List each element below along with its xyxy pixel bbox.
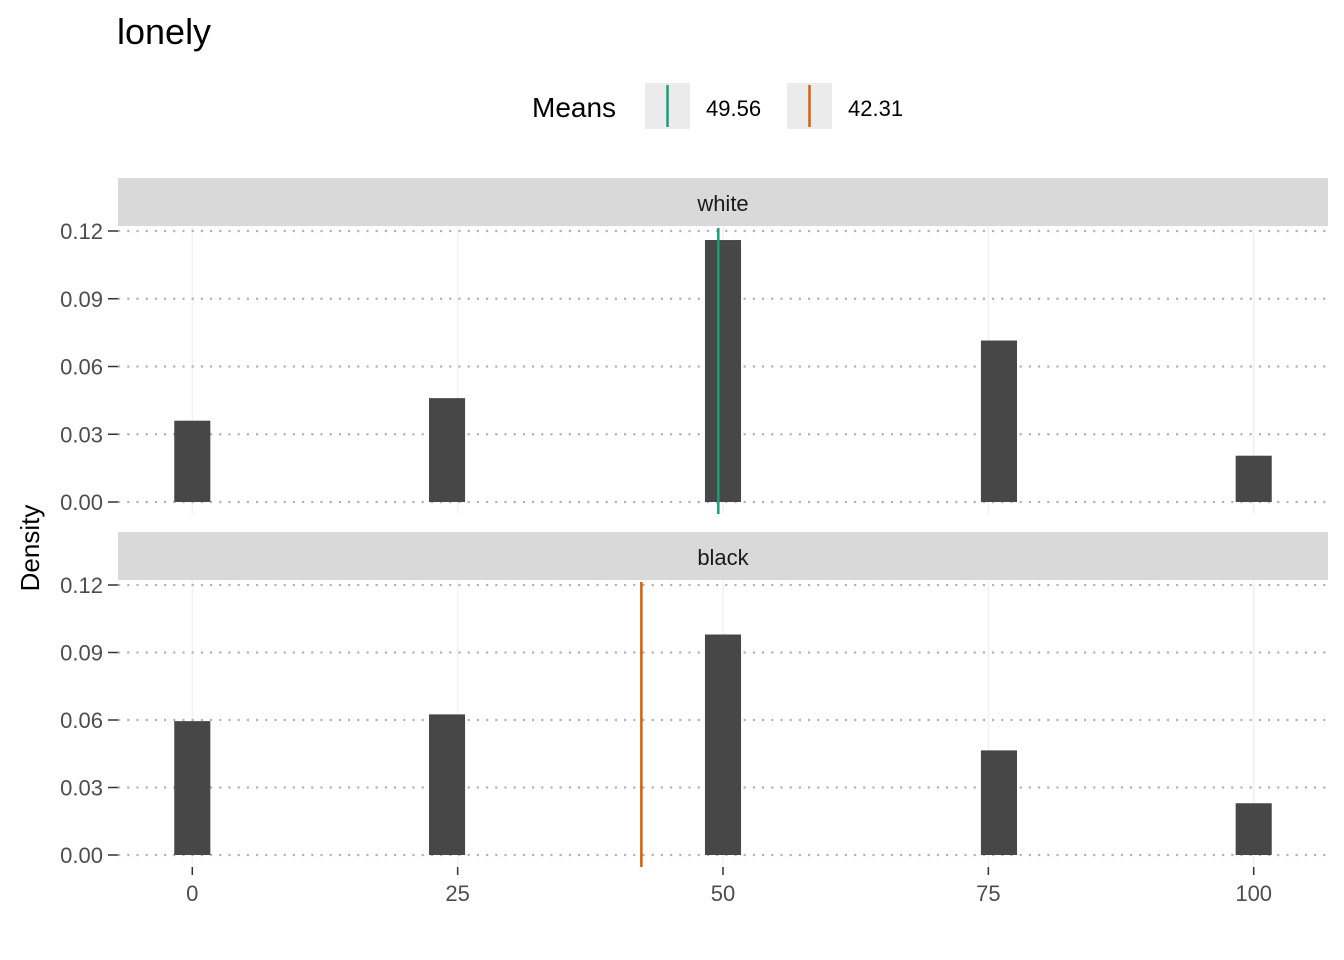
x-tick-label: 25 [445, 881, 469, 906]
y-tick-label: 0.03 [60, 422, 103, 447]
bar [980, 340, 1018, 502]
bar [980, 750, 1018, 855]
bar [1235, 803, 1272, 855]
x-tick-label: 100 [1235, 881, 1272, 906]
y-tick-label: 0.09 [60, 641, 103, 666]
y-tick-label: 0.00 [60, 843, 103, 868]
facet-panel-black: black 0.00 0.03 0.06 0.09 0.12 [60, 532, 1328, 868]
x-tick-label: 75 [976, 881, 1000, 906]
facet-strip [118, 178, 1328, 226]
legend-label: 42.31 [848, 96, 903, 121]
bar [174, 721, 211, 855]
y-tick-label: 0.06 [60, 355, 103, 380]
bar [704, 240, 742, 503]
y-tick-label: 0.00 [60, 490, 103, 515]
legend-title: Means [532, 92, 616, 123]
legend: Means 49.56 42.31 [532, 83, 903, 129]
legend-label: 49.56 [706, 96, 761, 121]
facet-strip [118, 532, 1328, 580]
y-tick-label: 0.03 [60, 776, 103, 801]
x-tick-label: 0 [186, 881, 198, 906]
bar [174, 420, 211, 502]
bar [428, 398, 466, 502]
y-tick-label: 0.12 [60, 573, 103, 598]
bar [704, 634, 742, 855]
y-axis-title: Density [15, 505, 45, 592]
x-tick-label: 50 [711, 881, 735, 906]
chart-title: lonely [117, 11, 211, 52]
bar [1235, 455, 1272, 502]
legend-item: 49.56 [645, 83, 761, 129]
y-tick-label: 0.12 [60, 219, 103, 244]
facet-panel-white: white 0.00 0.03 0.06 0.09 0.12 [60, 178, 1328, 515]
y-tick-label: 0.06 [60, 708, 103, 733]
y-tick-label: 0.09 [60, 287, 103, 312]
bar [428, 714, 466, 855]
facet-strip-label: black [697, 545, 749, 570]
legend-item: 42.31 [787, 83, 903, 129]
facet-strip-label: white [696, 191, 748, 216]
